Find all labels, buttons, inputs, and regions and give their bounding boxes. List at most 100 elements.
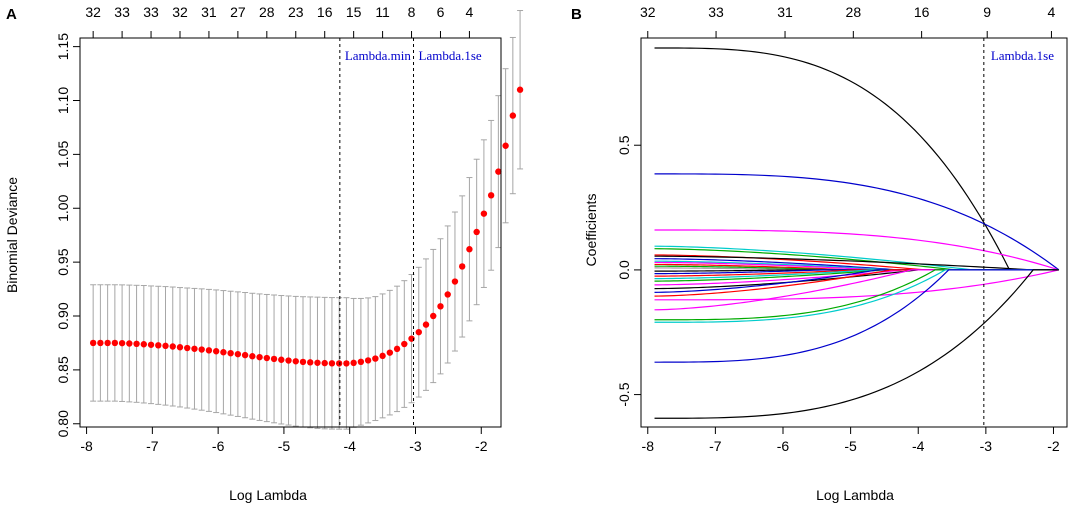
cv-point (335, 360, 343, 367)
coefficient-path-line (654, 269, 1059, 293)
coefficient-path-line (654, 254, 1059, 271)
cv-point (372, 355, 379, 362)
cv-point (437, 303, 444, 310)
cv-point (198, 346, 205, 353)
cv-point (220, 349, 227, 356)
top-tick-label: 6 (437, 4, 445, 20)
cv-point (458, 263, 466, 270)
cv-point (516, 86, 524, 93)
cv-point (430, 312, 437, 320)
top-tick-label: 32 (85, 4, 101, 20)
cv-point (480, 210, 488, 217)
panel-a-y-axis-title: Binomial Deviance (4, 177, 20, 293)
x-tick-label: -6 (777, 438, 790, 454)
cv-point (104, 339, 111, 347)
cv-point (270, 355, 278, 363)
coefficient-path-line (654, 269, 1060, 301)
x-tick-label: -2 (1047, 438, 1060, 454)
cv-point (379, 352, 386, 360)
coefficient-path-line (654, 265, 1059, 271)
coefficient-path-line (654, 269, 1059, 277)
coefficient-path-line (654, 263, 1059, 271)
cv-point (111, 339, 119, 347)
coefficient-path-line (654, 267, 1059, 271)
y-tick-label: 0.80 (55, 410, 71, 437)
cv-point (184, 344, 191, 352)
coefficient-path-line (654, 269, 1059, 297)
top-tick-label: 33 (114, 4, 130, 20)
top-tick-label: 33 (708, 4, 724, 20)
coefficient-path-line (654, 269, 1059, 321)
y-tick-label: 1.15 (55, 33, 71, 60)
y-tick-label: 1.10 (55, 87, 71, 114)
y-tick-label: 0.0 (616, 260, 632, 280)
cv-point (509, 112, 517, 119)
panel-a-top-axis: 32 33 33 32 31 27 28 23 16 15 11 8 6 4 (85, 4, 474, 38)
y-tick-label: 0.85 (55, 356, 71, 383)
cv-point (169, 343, 176, 350)
coefficient-path-line (654, 261, 1059, 271)
cv-point (155, 342, 162, 349)
coefficient-path-line (654, 255, 1059, 271)
cv-point (357, 358, 365, 366)
top-tick-label: 31 (777, 4, 793, 20)
top-tick-label: 9 (983, 4, 991, 20)
coefficient-path-panel: B Lambda.1se -8 -7 -6 -5 -4 -3 -2 -0.5 0.0 0.5 32… (571, 4, 1068, 503)
top-tick-label: 28 (846, 4, 862, 20)
cv-point (256, 353, 263, 361)
top-tick-label: 23 (288, 4, 304, 20)
y-tick-label: 0.5 (616, 135, 632, 155)
cv-point (162, 342, 169, 350)
cv-point (97, 339, 104, 347)
x-tick-label: -2 (475, 438, 488, 454)
top-tick-label: 16 (914, 4, 930, 20)
top-tick-label: 32 (172, 4, 188, 20)
panel-b-axes: -8 -7 -6 -5 -4 -3 -2 -0.5 0.0 0.5 (616, 37, 1068, 454)
panel-a-error-bars (90, 10, 524, 430)
top-tick-label: 32 (640, 4, 656, 20)
panel-b-label: B (571, 6, 582, 23)
coefficient-path-line (654, 269, 1059, 272)
cv-point (126, 340, 133, 347)
plot-frame (79, 37, 502, 428)
cv-point (147, 341, 155, 348)
cv-point (328, 360, 336, 367)
cv-point (495, 168, 502, 175)
coefficient-path-line (654, 269, 1059, 275)
top-tick-label: 27 (230, 4, 246, 20)
panel-b-reference-lines: Lambda.1se (983, 38, 1054, 427)
x-tick-label: -4 (343, 438, 356, 454)
cv-point (285, 357, 292, 364)
cv-deviance-panel: A Lambda.min Lambda.1se -8 -7 -6 -5 -4 -3 -2 0.8… (4, 4, 524, 503)
top-tick-label: 31 (201, 4, 217, 20)
panel-a-x-axis-title: Log Lambda (229, 487, 307, 503)
top-tick-label: 11 (375, 4, 390, 20)
coefficient-path-line (654, 248, 1059, 271)
cv-point (350, 359, 357, 367)
x-tick-label: -5 (278, 438, 291, 454)
top-tick-label: 4 (466, 4, 474, 20)
y-tick-label: 1.00 (55, 194, 71, 221)
coefficient-path-line (654, 269, 1059, 282)
cv-point (205, 347, 213, 354)
coefficient-path-line (654, 269, 1059, 363)
cv-point (278, 356, 285, 363)
coefficient-path-line (654, 229, 1060, 271)
panel-b-y-axis-title: Coefficients (583, 194, 599, 267)
cv-point (241, 351, 249, 359)
cv-point (386, 349, 394, 356)
cv-point (118, 339, 126, 347)
cv-point (299, 358, 307, 366)
x-tick-label: -4 (912, 438, 925, 454)
y-tick-label: 0.90 (55, 302, 71, 329)
top-tick-label: 33 (143, 4, 159, 20)
top-tick-label: 28 (259, 4, 275, 20)
panel-a-label: A (6, 6, 17, 23)
panel-b-top-axis: 32 33 31 28 16 9 4 (640, 4, 1056, 38)
y-tick-label: 1.05 (55, 141, 71, 168)
panel-a-axes: -8 -7 -6 -5 -4 -3 -2 0.80 0.85 0.90 0.95 1.00 1.05 1.… (55, 33, 502, 454)
x-tick-label: -7 (146, 438, 159, 454)
cv-point (212, 348, 220, 355)
cv-point (502, 142, 509, 149)
